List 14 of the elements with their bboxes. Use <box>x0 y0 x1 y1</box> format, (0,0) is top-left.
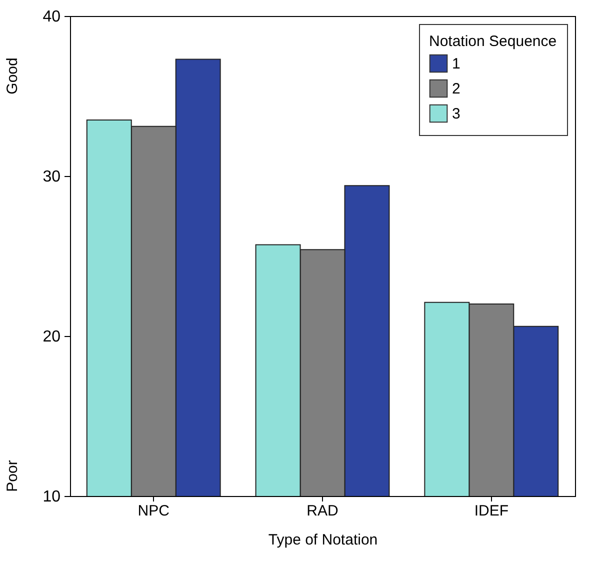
y-tick-label: 20 <box>42 328 61 346</box>
legend-title: Notation Sequence <box>429 33 557 50</box>
y-tick-label: 40 <box>42 8 61 26</box>
y-tick-label: 30 <box>42 168 61 186</box>
legend-label: 3 <box>452 106 460 122</box>
text: Poor <box>4 460 21 492</box>
x-tick-label: RAD <box>306 502 338 520</box>
legend-label: 2 <box>452 80 460 98</box>
legend-label: 1 <box>452 56 460 72</box>
x-tick-label: NPC <box>138 502 170 520</box>
x-tick-label: IDEF <box>474 502 508 520</box>
y-tick-label: 10 <box>42 488 61 506</box>
x-axis-title: Type of Notation <box>268 532 378 548</box>
text: Good <box>4 58 21 94</box>
